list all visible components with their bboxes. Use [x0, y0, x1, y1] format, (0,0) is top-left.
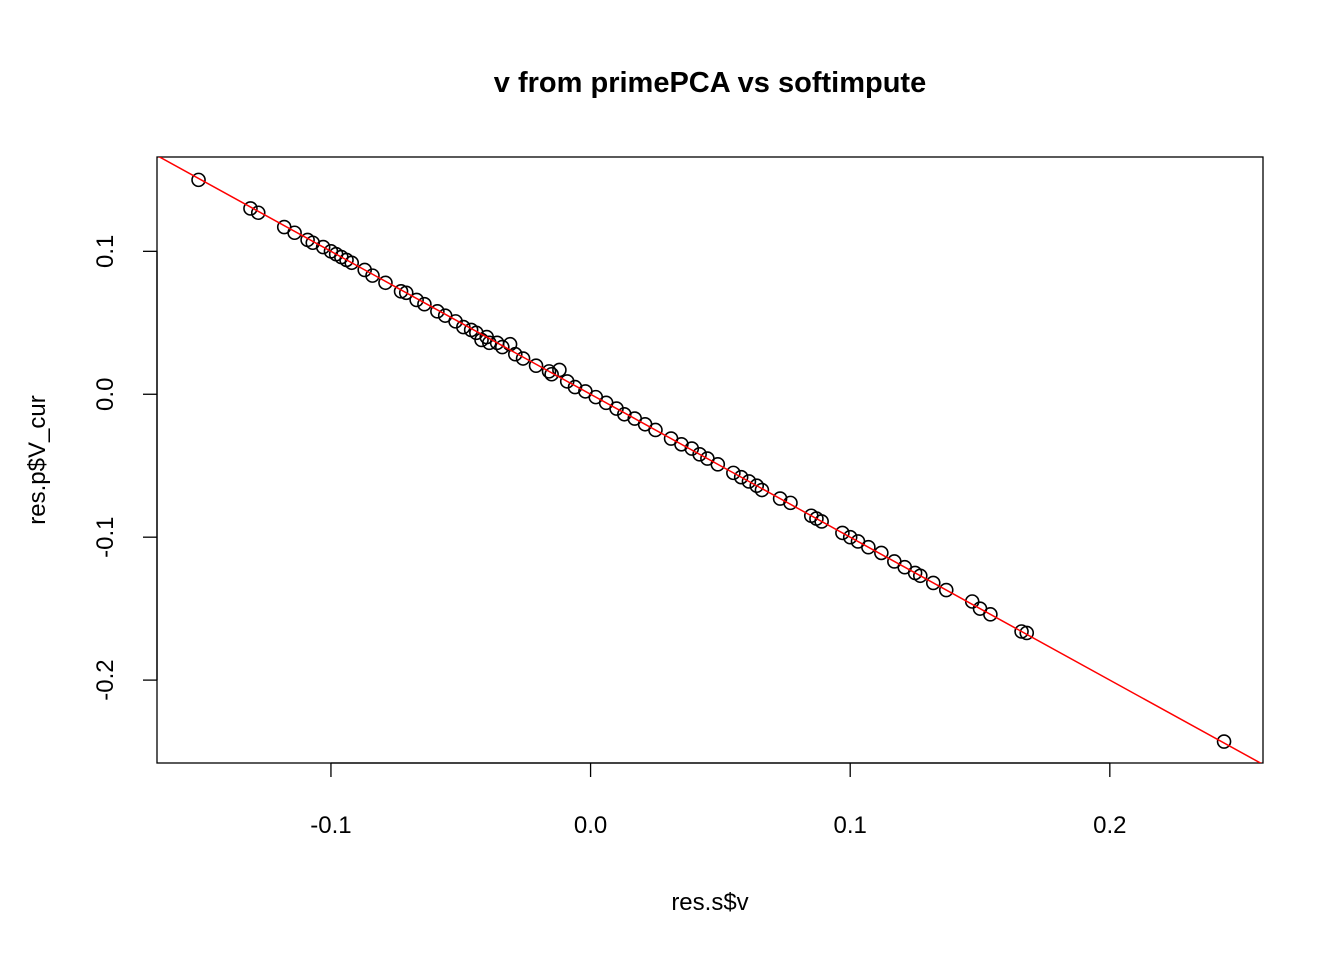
y-tick-label: 0.0: [92, 378, 119, 411]
y-tick-label: -0.1: [92, 516, 119, 557]
data-point: [191, 172, 206, 188]
data-point: [417, 296, 432, 312]
x-tick-label: 0.1: [834, 812, 867, 839]
data-point: [783, 495, 798, 511]
data-point: [692, 446, 707, 462]
y-axis: 0.1 0.0 -0.1 -0.2: [92, 235, 158, 701]
data-point: [726, 465, 741, 481]
data-point: [733, 469, 749, 485]
data-point: [754, 482, 770, 498]
data-point: [409, 292, 424, 308]
x-tick-label: 0.0: [574, 812, 607, 839]
x-axis-label: res.s$v: [671, 889, 748, 916]
data-point: [544, 366, 559, 382]
data-point: [344, 255, 360, 271]
data-point: [741, 474, 757, 489]
data-point: [925, 575, 941, 591]
data-point: [243, 201, 258, 216]
data-point: [507, 346, 523, 362]
data-point: [1216, 734, 1232, 749]
y-axis-label: res.p$V_cur: [24, 395, 51, 524]
data-point: [1019, 625, 1035, 641]
data-point: [648, 422, 663, 438]
data-point: [515, 351, 531, 366]
data-point: [287, 225, 302, 241]
data-point: [874, 545, 889, 561]
data-point: [378, 275, 393, 291]
data-point: [528, 358, 544, 373]
data-point: [398, 285, 414, 301]
data-point: [710, 456, 726, 472]
data-point: [315, 239, 331, 255]
data-point: [912, 568, 928, 584]
data-point: [541, 364, 557, 379]
data-point: [365, 268, 380, 283]
y-tick-label: 0.1: [92, 235, 119, 268]
data-point: [814, 514, 829, 529]
data-point: [502, 336, 518, 352]
x-tick-label: -0.1: [310, 812, 351, 839]
reference-line: [158, 157, 1262, 763]
data-point: [861, 539, 876, 555]
data-point: [495, 339, 510, 355]
chart-title: v from primePCA vs softimpute: [494, 67, 926, 99]
x-axis: -0.1 0.0 0.1 0.2: [310, 762, 1127, 839]
data-point: [250, 205, 266, 221]
data-point: [749, 478, 765, 494]
y-tick-label: -0.2: [92, 659, 119, 700]
data-point: [938, 582, 954, 598]
data-point: [835, 525, 850, 541]
data-point: [430, 304, 445, 319]
data-point: [842, 529, 858, 545]
data-point: [983, 607, 998, 622]
x-tick-label: 0.2: [1093, 812, 1126, 839]
